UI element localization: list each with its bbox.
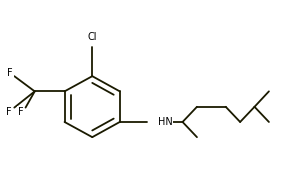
Text: F: F (6, 107, 11, 116)
Text: F: F (7, 68, 13, 78)
Text: Cl: Cl (87, 32, 97, 42)
Text: HN: HN (158, 117, 172, 127)
Text: F: F (18, 107, 23, 116)
